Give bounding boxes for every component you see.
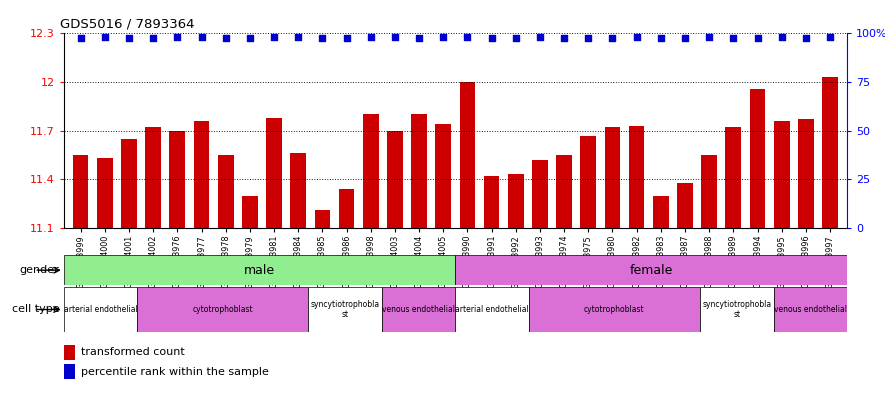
Bar [459, 82, 475, 228]
Point [774, 33, 789, 40]
Bar [314, 210, 330, 228]
Bar [484, 176, 499, 228]
Text: syncytiotrophobla
st: syncytiotrophobla st [311, 300, 380, 319]
Bar [508, 174, 524, 228]
Bar [532, 160, 548, 228]
Bar [435, 124, 451, 228]
Point [509, 35, 523, 41]
Bar [581, 136, 596, 228]
Point [340, 35, 354, 41]
Point [412, 35, 427, 41]
Point [460, 33, 474, 40]
Bar [73, 155, 89, 228]
Text: male: male [244, 264, 275, 277]
Bar [64, 255, 455, 285]
Bar [64, 364, 74, 379]
Bar [412, 114, 427, 228]
Point [170, 33, 184, 40]
Text: arterial endothelial: arterial endothelial [64, 305, 137, 314]
Bar [64, 287, 137, 332]
Bar [242, 195, 258, 228]
Bar [750, 88, 766, 228]
Point [315, 35, 329, 41]
Bar [822, 77, 838, 228]
Bar [677, 182, 693, 228]
Bar [363, 114, 379, 228]
Point [823, 33, 837, 40]
Text: cytotrophoblast: cytotrophoblast [584, 305, 645, 314]
Text: percentile rank within the sample: percentile rank within the sample [81, 367, 268, 377]
Point [702, 33, 716, 40]
Bar [266, 118, 282, 228]
Bar [194, 121, 210, 228]
Point [97, 33, 112, 40]
Point [557, 35, 571, 41]
Text: venous endothelial: venous endothelial [773, 305, 847, 314]
Bar [726, 127, 741, 228]
Bar [382, 287, 455, 332]
Point [654, 35, 668, 41]
Bar [64, 345, 74, 360]
Point [533, 33, 547, 40]
Bar [773, 287, 847, 332]
Point [484, 35, 498, 41]
Text: venous endothelial: venous endothelial [382, 305, 455, 314]
Point [750, 35, 765, 41]
Text: cell type: cell type [12, 305, 59, 314]
Bar [653, 195, 669, 228]
Point [242, 35, 257, 41]
Point [122, 35, 136, 41]
Text: gender: gender [19, 265, 59, 275]
Bar [455, 255, 847, 285]
Bar [557, 155, 572, 228]
Bar [137, 287, 309, 332]
Text: female: female [629, 264, 673, 277]
Bar [339, 189, 354, 228]
Point [267, 33, 281, 40]
Point [436, 33, 450, 40]
Bar [387, 131, 403, 228]
Bar [170, 131, 185, 228]
Bar [455, 287, 528, 332]
Bar [798, 119, 813, 228]
Point [678, 35, 692, 41]
Bar [528, 287, 700, 332]
Point [799, 35, 813, 41]
Point [629, 33, 643, 40]
Point [364, 33, 378, 40]
Point [605, 35, 620, 41]
Text: cytotrophoblast: cytotrophoblast [193, 305, 253, 314]
Point [195, 33, 209, 40]
Bar [700, 287, 773, 332]
Bar [309, 287, 382, 332]
Text: syncytiotrophobla
st: syncytiotrophobla st [702, 300, 772, 319]
Text: GDS5016 / 7893364: GDS5016 / 7893364 [60, 18, 195, 31]
Bar [773, 121, 789, 228]
Point [291, 33, 305, 40]
Point [388, 33, 402, 40]
Text: arterial endothelial: arterial endothelial [455, 305, 529, 314]
Bar [121, 139, 137, 228]
Point [73, 35, 88, 41]
Bar [290, 153, 306, 228]
Point [146, 35, 160, 41]
Bar [218, 155, 234, 228]
Bar [97, 158, 112, 228]
Bar [604, 127, 620, 228]
Point [581, 35, 596, 41]
Text: transformed count: transformed count [81, 347, 184, 357]
Bar [628, 126, 644, 228]
Point [727, 35, 741, 41]
Point [219, 35, 233, 41]
Bar [145, 127, 161, 228]
Bar [701, 155, 717, 228]
